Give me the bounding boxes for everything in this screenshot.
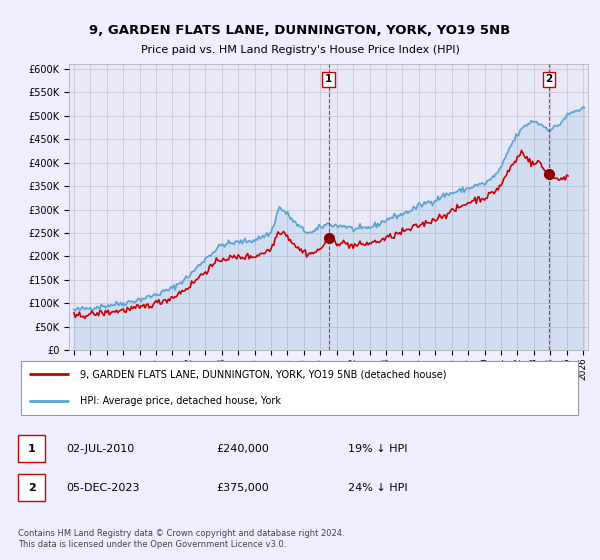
Text: 9, GARDEN FLATS LANE, DUNNINGTON, YORK, YO19 5NB (detached house): 9, GARDEN FLATS LANE, DUNNINGTON, YORK, … <box>80 369 446 379</box>
Text: 1: 1 <box>28 444 35 454</box>
Text: 9, GARDEN FLATS LANE, DUNNINGTON, YORK, YO19 5NB: 9, GARDEN FLATS LANE, DUNNINGTON, YORK, … <box>89 24 511 38</box>
Text: Price paid vs. HM Land Registry's House Price Index (HPI): Price paid vs. HM Land Registry's House … <box>140 45 460 55</box>
Text: £375,000: £375,000 <box>216 483 269 493</box>
Text: 2: 2 <box>545 74 553 85</box>
Text: 24% ↓ HPI: 24% ↓ HPI <box>348 483 407 493</box>
Text: 19% ↓ HPI: 19% ↓ HPI <box>348 444 407 454</box>
Text: 02-JUL-2010: 02-JUL-2010 <box>66 444 134 454</box>
Text: HPI: Average price, detached house, York: HPI: Average price, detached house, York <box>80 396 281 406</box>
Text: 2: 2 <box>28 483 35 493</box>
Text: 1: 1 <box>325 74 332 85</box>
Text: 05-DEC-2023: 05-DEC-2023 <box>66 483 139 493</box>
FancyBboxPatch shape <box>21 361 578 416</box>
Text: Contains HM Land Registry data © Crown copyright and database right 2024.
This d: Contains HM Land Registry data © Crown c… <box>18 529 344 549</box>
Text: £240,000: £240,000 <box>216 444 269 454</box>
